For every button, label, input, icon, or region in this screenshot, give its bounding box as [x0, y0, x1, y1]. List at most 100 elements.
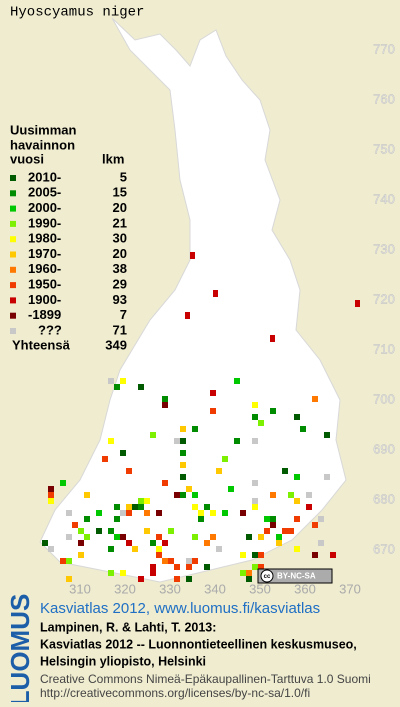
- occurrence-square: [288, 492, 294, 498]
- legend-label: 1990-: [28, 215, 61, 230]
- occurrence-square: [258, 534, 264, 540]
- legend-label: ???: [38, 322, 62, 337]
- y-tick-label: 700: [373, 391, 395, 406]
- occurrence-square: [216, 468, 222, 474]
- occurrence-square: [185, 312, 190, 319]
- occurrence-square: [204, 504, 210, 510]
- legend-swatch: [10, 175, 16, 181]
- legend-label: -1899: [28, 307, 61, 322]
- occurrence-square: [330, 552, 336, 558]
- occurrence-square: [240, 570, 246, 576]
- occurrence-square: [174, 438, 180, 444]
- occurrence-square: [114, 516, 120, 522]
- occurrence-squares: [42, 252, 360, 582]
- footer-background: [0, 598, 400, 702]
- occurrence-square: [282, 468, 288, 474]
- occurrence-square: [162, 480, 168, 486]
- occurrence-square: [48, 498, 54, 504]
- occurrence-square: [162, 396, 168, 402]
- occurrence-square: [156, 534, 162, 540]
- occurrence-square: [252, 498, 258, 504]
- occurrence-square: [270, 492, 276, 498]
- occurrence-square: [78, 552, 84, 558]
- occurrence-square: [252, 480, 258, 486]
- occurrence-square: [42, 540, 48, 546]
- occurrence-square: [324, 474, 330, 480]
- occurrence-square: [96, 510, 102, 516]
- x-tick-label: 340: [204, 581, 226, 596]
- occurrence-square: [108, 378, 114, 384]
- occurrence-square: [204, 564, 210, 570]
- legend-label: 1950-: [28, 277, 61, 292]
- occurrence-square: [198, 510, 204, 516]
- occurrence-square: [270, 335, 275, 342]
- legend-label: 1960-: [28, 261, 61, 276]
- occurrence-square: [138, 384, 144, 390]
- occurrence-square: [114, 504, 120, 510]
- occurrence-square: [190, 252, 195, 259]
- legend-count: 7: [120, 307, 127, 322]
- legend-count: 38: [113, 261, 127, 276]
- legend-label: 2000-: [28, 200, 61, 215]
- occurrence-square: [120, 510, 126, 516]
- occurrence-square: [213, 290, 218, 297]
- link[interactable]: Kasviatlas 2012, www.luomus.fi/kasviatla…: [40, 600, 320, 617]
- occurrence-square: [240, 510, 246, 516]
- occurrence-square: [60, 480, 66, 486]
- legend-swatch: [10, 312, 16, 319]
- occurrence-square: [246, 534, 252, 540]
- occurrence-square: [144, 498, 150, 504]
- occurrence-square: [72, 522, 78, 528]
- legend-count: 20: [113, 200, 127, 215]
- occurrence-square: [108, 528, 114, 534]
- x-tick-label: 350: [249, 581, 271, 596]
- occurrence-square: [252, 552, 258, 558]
- occurrence-square: [132, 504, 138, 510]
- svg-text:cc: cc: [264, 574, 271, 580]
- y-tick-label: 710: [373, 341, 395, 356]
- occurrence-square: [78, 540, 84, 546]
- occurrence-square: [84, 516, 90, 522]
- occurrence-square: [174, 576, 180, 582]
- occurrence-square: [168, 558, 174, 564]
- occurrence-square: [312, 396, 318, 402]
- occurrence-square: [186, 576, 192, 582]
- occurrence-square: [66, 510, 72, 516]
- occurrence-square: [300, 426, 306, 432]
- occurrence-square: [294, 498, 300, 504]
- occurrence-square: [174, 492, 180, 498]
- occurrence-square: [120, 570, 126, 576]
- occurrence-square: [246, 576, 252, 582]
- occurrence-square: [222, 456, 228, 462]
- legend-swatch: [10, 220, 16, 227]
- occurrence-square: [168, 528, 174, 534]
- legend-swatch: [10, 328, 16, 334]
- occurrence-square: [192, 504, 198, 510]
- occurrence-square: [234, 378, 240, 384]
- land: [39, 17, 347, 583]
- occurrence-square: [222, 510, 228, 516]
- citation-line: Helsingin yliopisto, Helsinki: [40, 654, 206, 668]
- occurrence-square: [252, 504, 258, 510]
- x-tick-label: 370: [339, 581, 361, 596]
- occurrence-square: [162, 540, 168, 546]
- y-tick-label: 750: [373, 141, 395, 156]
- legend-swatch: [10, 266, 16, 273]
- y-tick-label: 730: [373, 241, 395, 256]
- y-tick-label: 770: [373, 41, 395, 56]
- occurrence-square: [198, 516, 204, 522]
- legend-label: 1970-: [28, 246, 61, 261]
- occurrence-square: [186, 564, 192, 570]
- occurrence-square: [126, 468, 132, 474]
- occurrence-square: [180, 438, 186, 444]
- occurrence-square: [318, 516, 324, 522]
- occurrence-square: [180, 450, 186, 456]
- occurrence-square: [258, 552, 264, 558]
- occurrence-square: [288, 528, 294, 534]
- occurrence-square: [150, 540, 156, 546]
- occurrence-square: [48, 492, 54, 498]
- occurrence-square: [252, 438, 258, 444]
- occurrence-square: [306, 492, 312, 498]
- occurrence-square: [264, 516, 270, 522]
